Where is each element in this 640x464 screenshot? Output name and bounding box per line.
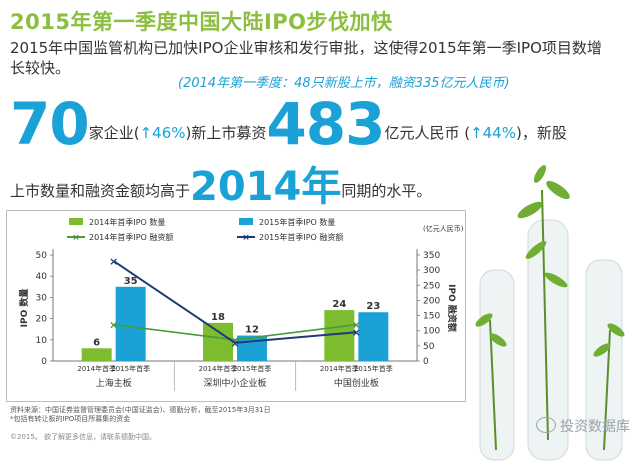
bar-2014 [81, 348, 112, 361]
chart-svg: 2014年首季IPO 数量 2015年首季IPO 数量× 2014年首季IPO 融资… [18, 217, 464, 391]
comparison-note: (2014年第一季度：48只新股上市，融资335亿元人民币) [178, 76, 510, 91]
y-left-tick: 0 [41, 357, 47, 367]
copyright: ©2015。 欲了解更多信息，请联系德勤中国。 [10, 433, 157, 441]
right-axis-unit: (亿元人民币) [423, 224, 464, 233]
y-right-tick: 200 [423, 296, 440, 306]
bar-2015 [115, 286, 146, 361]
x-sub-label: 2014年首季 [199, 364, 238, 373]
x-sub-label: 2014年首季 [77, 364, 116, 373]
source-line-2: *包括有转让板的IPO项目所募集的资金 [10, 415, 131, 423]
intro-text: 2015年中国监管机构已加快IPO企业审核和发行审批，这使得2015年第一季IP… [10, 39, 602, 77]
y-right-tick: 0 [423, 357, 429, 367]
bar-value-label: 35 [124, 276, 138, 287]
legend-label-3: 2015年首季IPO 融资额 [259, 232, 343, 242]
y-left-title: IPO 数量 [18, 289, 30, 328]
x-category-label: 上海主板 [96, 377, 132, 389]
bar-value-label: 12 [245, 325, 259, 336]
x-sub-label: 2014年首季 [320, 364, 359, 373]
line2-post: 同期的水平。 [341, 182, 432, 200]
y-left-tick: 50 [36, 251, 48, 261]
y-left-tick: 20 [36, 315, 48, 325]
legend-label-0: 2014年首季IPO 数量 [89, 217, 165, 227]
y-left-tick: 10 [36, 336, 48, 346]
amount-text2: )，新股 [515, 124, 567, 142]
legend-label-1: 2015年首季IPO 数量 [259, 217, 335, 227]
point-2015-amount: × [230, 337, 239, 350]
count-text2: )新上市募资 [185, 124, 267, 142]
source-note: 资料来源：中国证券监督管理委员会(中国证监会)、德勤分析，截至2015年3月31… [10, 406, 271, 424]
legend-swatch-1 [239, 218, 253, 225]
legend-marker-2: × [72, 233, 80, 243]
count-change: ↑46% [139, 124, 186, 142]
y-left-tick: 30 [36, 293, 48, 303]
point-2014-amount: × [109, 319, 118, 332]
y-right-tick: 300 [423, 266, 440, 276]
x-sub-label: 2015年首季 [233, 364, 272, 373]
y-right-title: IPO 融资额 [446, 284, 458, 332]
stats-line-2: 上市数量和融资金额均高于2014年同期的水平。 [10, 154, 431, 212]
x-category-label: 深圳中小企业板 [203, 377, 266, 389]
point-2015-amount: × [352, 326, 361, 339]
x-sub-label: 2015年首季 [354, 364, 393, 373]
legend-label-2: 2014年首季IPO 融资额 [89, 232, 173, 242]
ipo-amount: 483 [266, 90, 385, 158]
amount-change: ↑44% [470, 124, 516, 142]
bar-2015 [358, 312, 389, 361]
y-right-tick: 150 [423, 312, 440, 322]
bar-value-label: 18 [211, 312, 225, 323]
point-2014-amount: × [230, 334, 239, 347]
bar-value-label: 23 [366, 301, 380, 312]
x-sub-label: 2015年首季 [111, 364, 150, 373]
page-title: 2015年第一季度中国大陆IPO步伐加快 [10, 10, 393, 34]
y-right-tick: 350 [423, 251, 440, 261]
line-2015-amount [113, 260, 357, 344]
bar-value-label: 24 [332, 299, 346, 310]
ipo-count: 70 [10, 90, 90, 158]
count-text: 家企业( [88, 124, 140, 142]
line2-pre: 上市数量和融资金额均高于 [10, 182, 191, 200]
wechat-icon [536, 417, 556, 433]
plant-tubes-photo [470, 150, 640, 464]
source-line-1: 资料来源：中国证券监督管理委员会(中国证监会)、德勤分析，截至2015年3月31… [10, 406, 271, 414]
y-right-tick: 250 [423, 281, 440, 291]
y-right-tick: 100 [423, 327, 440, 337]
year-highlight: 2014年 [190, 164, 342, 210]
x-category-label: 中国创业板 [334, 377, 379, 389]
y-right-tick: 50 [423, 342, 435, 352]
watermark-text: 投资数据库 [560, 419, 630, 435]
legend-swatch-0 [69, 218, 83, 225]
line-2014-amount [113, 323, 357, 341]
bar-2014 [203, 322, 233, 361]
bar-value-label: 6 [93, 337, 100, 348]
y-left-tick: 40 [36, 272, 48, 282]
stats-line-1: 70家企业(↑46%)新上市募资483亿元人民币 (↑44%)，新股 [10, 90, 567, 158]
point-2014-amount: × [352, 319, 361, 332]
watermark: 投资数据库 [536, 416, 630, 436]
legend-marker-3: × [242, 233, 250, 243]
amount-text: 亿元人民币 ( [384, 124, 471, 142]
point-2015-amount: × [109, 255, 118, 268]
ipo-chart: 2014年首季IPO 数量 2015年首季IPO 数量 × 2014年首季IPO 融资… [6, 210, 466, 402]
